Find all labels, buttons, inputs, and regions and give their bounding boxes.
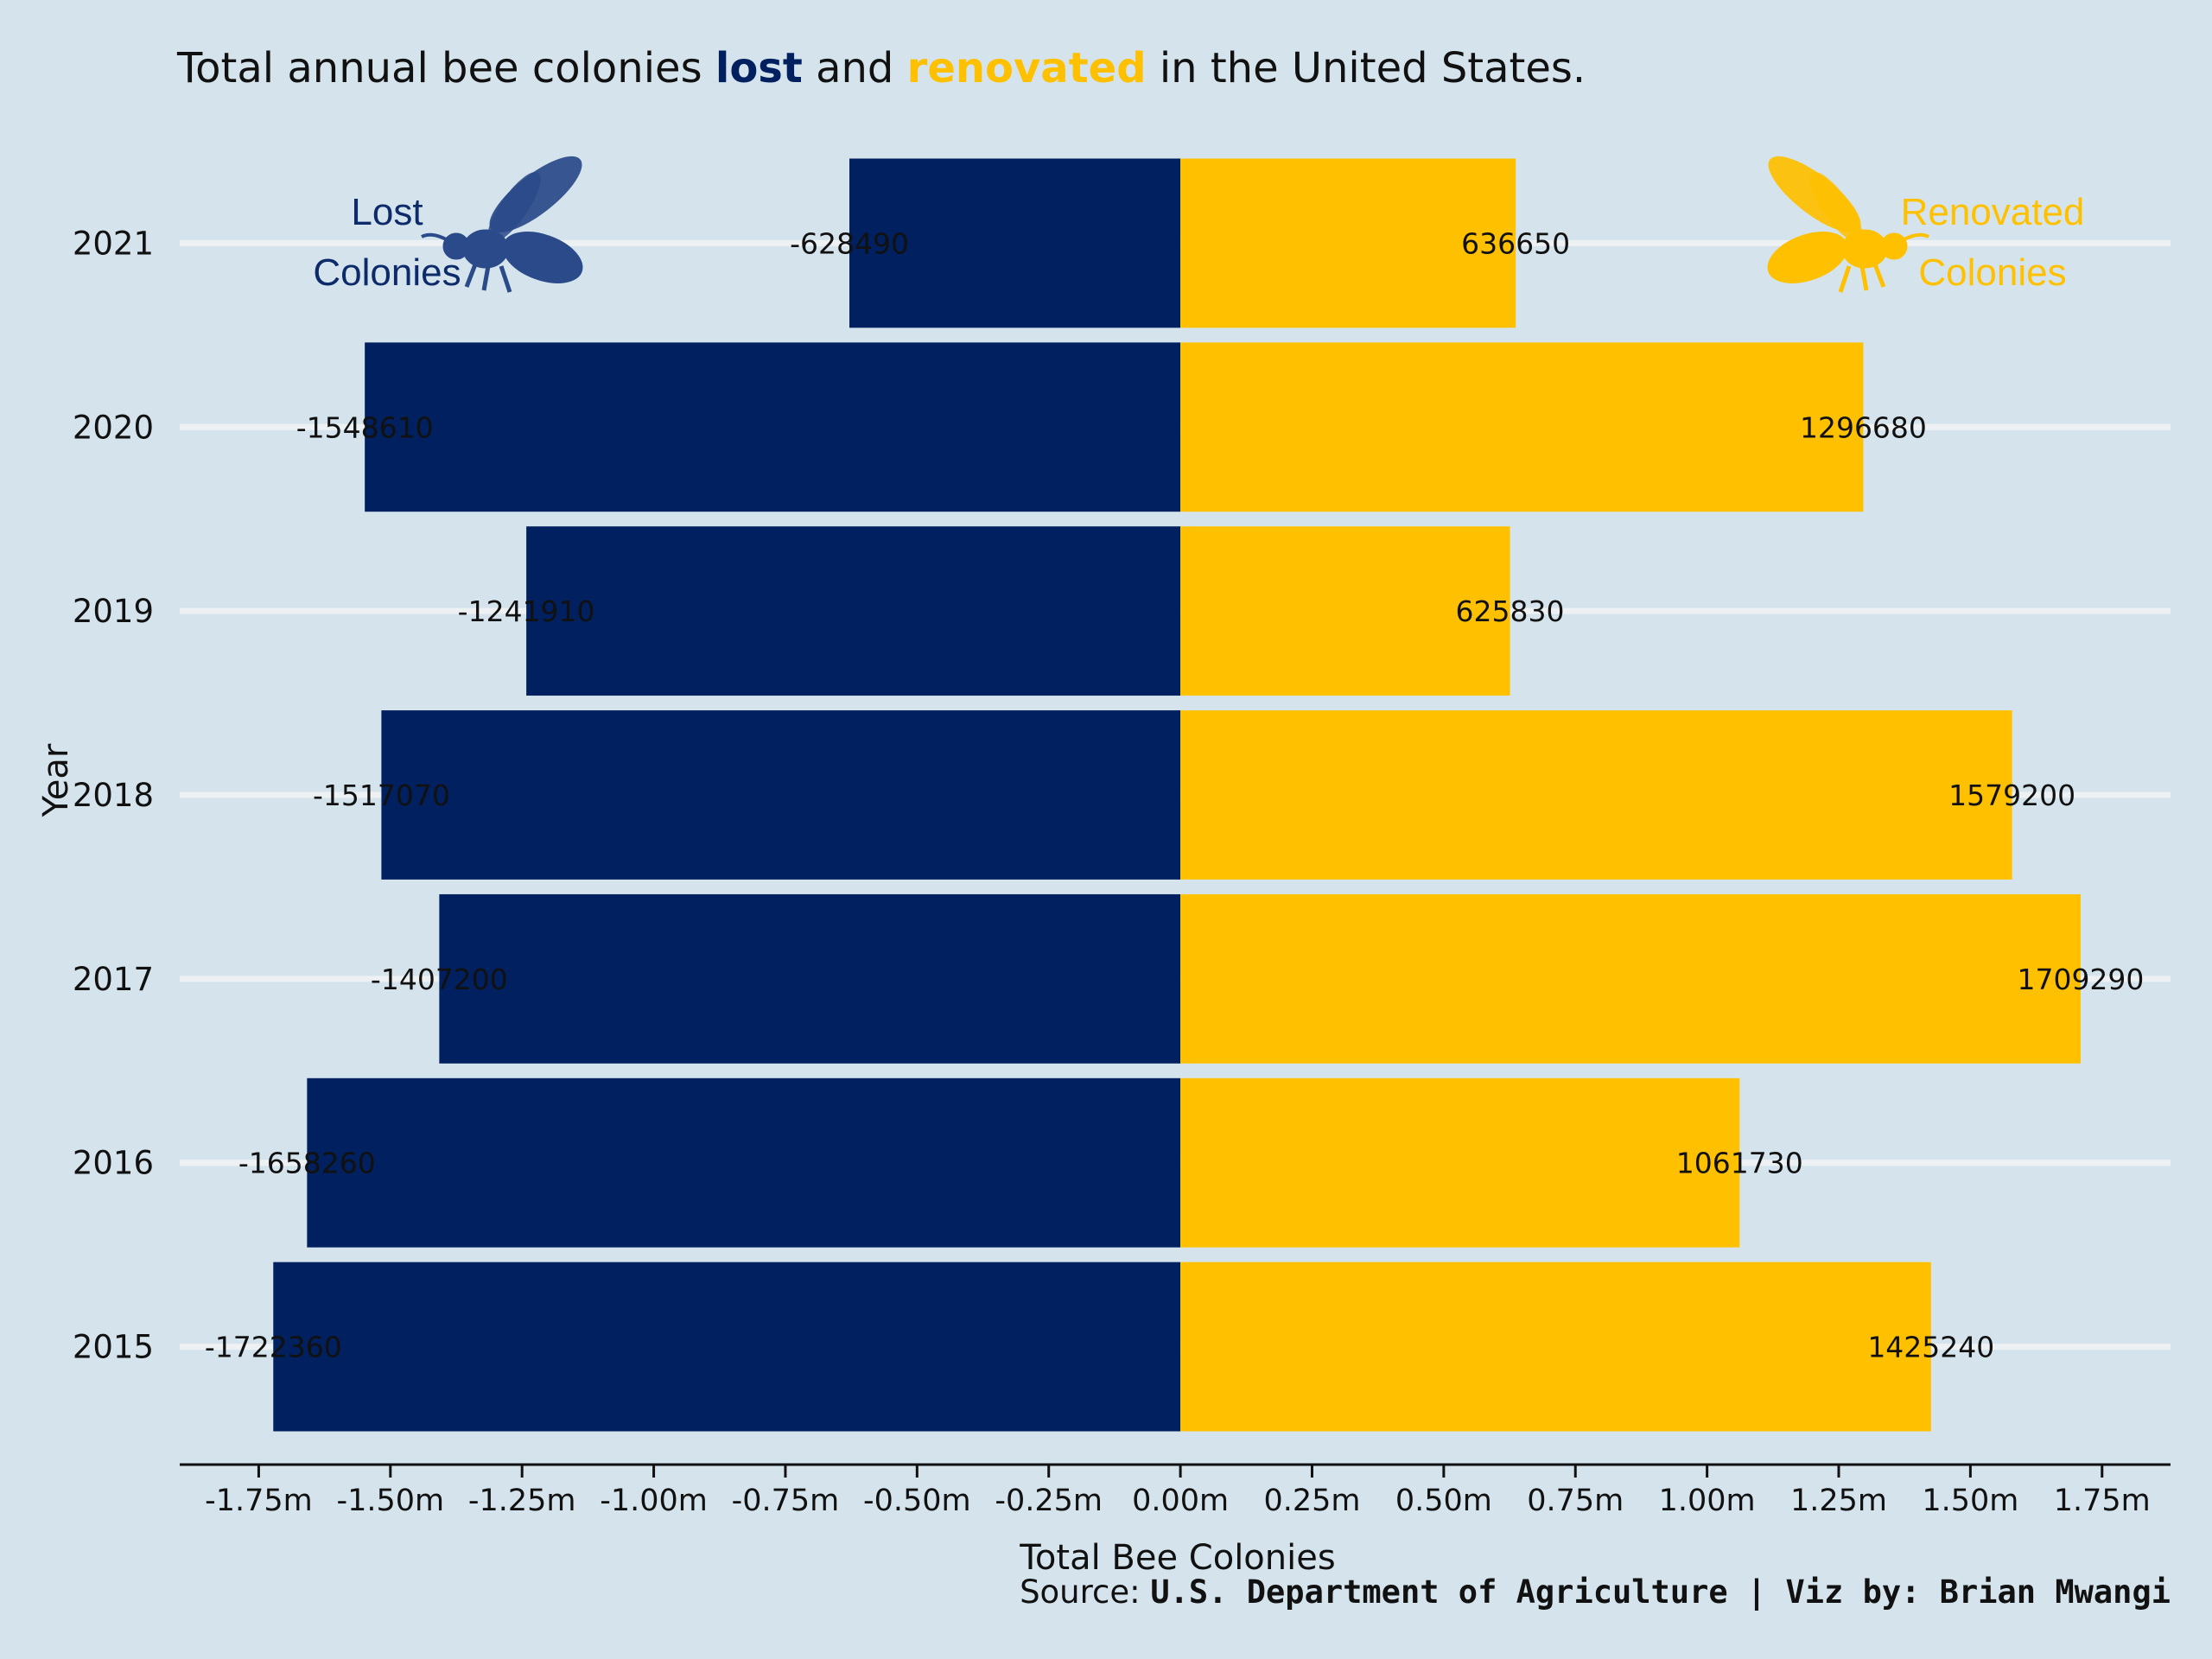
bar-renovated (1180, 1077, 1740, 1248)
data-label-lost: -1658260 (238, 1147, 376, 1180)
title-prefix: Total annual bee colonies (176, 44, 715, 92)
bar-lost (849, 158, 1181, 328)
caption-source: U.S. Department of Agriculture | Viz by:… (1150, 1573, 2171, 1611)
renovated-annotation-line2: Colonies (1918, 251, 2066, 294)
bar-lost (381, 710, 1181, 880)
data-labels: -1722360 -1658260 -1407200 -1517070 -1241910… (205, 226, 2145, 1363)
x-tick-label: -0.25m (995, 1484, 1103, 1518)
bar-renovated (1180, 526, 1510, 696)
title-renovated-word: renovated (907, 44, 1147, 92)
x-tick-label: 1.50m (1922, 1484, 2018, 1518)
renovated-annotation-line1: Renovated (1901, 191, 2085, 233)
data-label-renovated: 1061730 (1676, 1147, 1803, 1180)
bar-lost (365, 342, 1181, 512)
data-label-renovated: 1709290 (2017, 963, 2144, 996)
y-tick-label: 2016 (73, 1145, 154, 1182)
data-label-renovated: 1296680 (1800, 410, 1927, 444)
title-suffix: in the United States. (1147, 44, 1586, 92)
data-label-renovated: 1425240 (1867, 1331, 1994, 1364)
y-tick-label: 2019 (73, 593, 154, 630)
x-axis-title: Total Bee Colonies (1019, 1538, 1335, 1578)
y-tick-label: 2018 (73, 777, 154, 814)
x-tick-label: -0.50m (863, 1484, 971, 1518)
bar-lost (307, 1077, 1181, 1248)
title-lost-word: lost (715, 44, 803, 92)
y-axis-ticks: 2015 2016 2017 2018 2019 2020 2021 (73, 225, 154, 1365)
data-label-renovated: 1579200 (1948, 779, 2075, 812)
chart-title: Total annual bee colonies lost and renov… (176, 44, 1586, 92)
bar-lost (273, 1262, 1181, 1432)
bar-renovated (1180, 893, 2081, 1064)
bar-renovated (1180, 158, 1516, 328)
caption-prefix: Source: (1020, 1573, 1150, 1611)
source-caption: Source: U.S. Department of Agriculture |… (1020, 1573, 2171, 1611)
data-label-lost: -1407200 (371, 963, 508, 996)
x-axis: -1.75m -1.50m -1.25m -1.00m -0.75m -0.50m -0.2… (180, 1463, 2171, 1518)
bar-renovated (1180, 710, 2012, 880)
bar-lost (439, 893, 1181, 1064)
data-label-lost: -628490 (790, 226, 909, 260)
data-label-lost: -1722360 (205, 1331, 342, 1364)
x-tick-label: -1.00m (600, 1484, 708, 1518)
title-text: Total annual bee colonies lost and renov… (176, 44, 1586, 92)
lost-annotation-line2: Colonies (313, 251, 461, 294)
data-label-lost: -1548610 (296, 410, 434, 444)
x-tick-label: -1.25m (468, 1484, 576, 1518)
y-tick-label: 2021 (73, 225, 154, 262)
x-tick-label: 0.75m (1527, 1484, 1624, 1518)
y-tick-label: 2015 (73, 1329, 154, 1366)
y-tick-label: 2017 (73, 961, 154, 998)
lost-annotation: Lost Colonies (313, 145, 591, 294)
bar-renovated (1180, 1262, 1931, 1432)
data-label-renovated: 625830 (1456, 594, 1565, 628)
title-middle: and (803, 44, 907, 92)
renovated-annotation: Renovated Colonies (1758, 145, 2084, 294)
x-tick-label: -0.75m (732, 1484, 840, 1518)
bar-lost (526, 526, 1181, 696)
bars (273, 158, 2081, 1432)
x-tick-label: 1.00m (1659, 1484, 1756, 1518)
data-label-lost: -1517070 (313, 779, 450, 812)
x-tick-label: 0.25m (1263, 1484, 1360, 1518)
x-tick-label: 1.75m (2054, 1484, 2151, 1518)
x-tick-label: 0.00m (1132, 1484, 1229, 1518)
x-tick-label: 1.25m (1790, 1484, 1887, 1518)
y-axis-title: Year (36, 743, 76, 817)
x-tick-label: -1.50m (336, 1484, 444, 1518)
bar-renovated (1180, 342, 1864, 512)
x-tick-label: -1.75m (205, 1484, 313, 1518)
lost-annotation-line1: Lost (351, 191, 423, 233)
x-tick-label: 0.50m (1395, 1484, 1492, 1518)
y-tick-label: 2020 (73, 409, 154, 446)
data-label-renovated: 636650 (1461, 226, 1570, 260)
data-label-lost: -1241910 (458, 594, 595, 628)
